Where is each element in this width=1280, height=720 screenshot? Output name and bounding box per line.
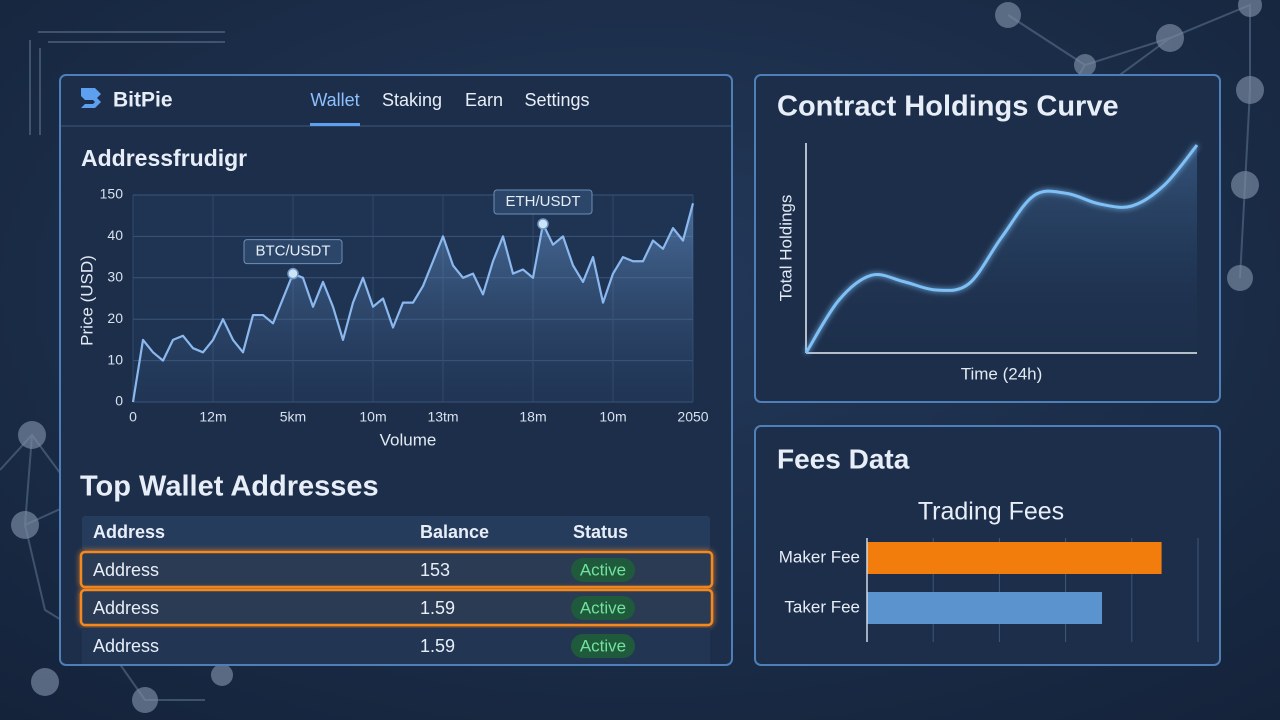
annotation-label: ETH/USDT <box>506 193 581 210</box>
y-tick-label: Taker Fee <box>784 597 860 616</box>
annotation-box <box>493 189 593 215</box>
annotation-box <box>243 239 343 265</box>
table-header-bg <box>82 516 710 550</box>
price-chart-title: Addressfrudigr <box>81 145 247 171</box>
fees-chart-title: Trading Fees <box>918 498 1064 526</box>
holdings-area <box>806 145 1197 353</box>
table-cell: Address <box>93 560 159 580</box>
nav-item[interactable]: Staking <box>382 90 442 110</box>
bar <box>867 542 1162 574</box>
y-tick-label: 150 <box>100 186 124 202</box>
brand-logo <box>81 88 101 108</box>
status-badge: Active <box>580 636 626 655</box>
table-cell: 153 <box>420 560 450 580</box>
x-tick-label: 0 <box>129 409 137 425</box>
annotation-label: BTC/USDT <box>256 243 331 260</box>
nav-active-underline <box>310 123 360 126</box>
nav-item[interactable]: Wallet <box>310 90 359 110</box>
annotation-point <box>287 267 299 280</box>
x-axis-label: Time (24h) <box>961 364 1043 383</box>
annotation-point <box>537 218 549 230</box>
nav-item[interactable]: Settings <box>524 90 589 110</box>
y-tick-label: Maker Fee <box>779 547 860 566</box>
status-badge: Active <box>580 560 626 579</box>
brand-name: BitPie <box>113 89 173 112</box>
nav: Wallet Staking Earn Settings <box>310 90 590 126</box>
status-pill <box>571 558 635 582</box>
fees-section-title: Fees Data <box>777 443 910 474</box>
table-cell: Address <box>93 636 159 656</box>
status-badge: Active <box>580 598 626 617</box>
table-header: Address <box>93 522 165 542</box>
network-nodes <box>11 0 1264 713</box>
holdings-chart-title: Contract Holdings Curve <box>777 91 1119 123</box>
y-axis-label: Total Holdings <box>776 195 795 302</box>
holdings-line <box>804 144 1199 354</box>
table-cell: 1.59 <box>420 598 455 618</box>
x-tick-label: 12m <box>199 409 226 425</box>
x-tick-label: 18m <box>519 409 546 425</box>
x-axis-label: Volume <box>380 430 437 449</box>
table-header: Status <box>573 522 628 542</box>
x-tick-label: 10m <box>599 409 626 425</box>
table-header: Balance <box>420 522 489 542</box>
table-cell: 1.59 <box>420 636 455 656</box>
row-highlight[interactable] <box>79 588 714 627</box>
status-pill <box>571 596 635 620</box>
x-tick-label: 5km <box>280 409 306 425</box>
table-title: Top Wallet Addresses <box>80 471 379 503</box>
x-tick-label: 2050 <box>677 409 708 425</box>
row-highlight[interactable] <box>79 550 714 589</box>
x-tick-label: 10m <box>359 409 386 425</box>
y-tick-label: 30 <box>107 269 123 285</box>
table-cell: Address <box>93 598 159 618</box>
y-tick-label: 20 <box>107 310 123 326</box>
bar <box>867 592 1103 624</box>
y-tick-label: 0 <box>115 393 123 409</box>
status-pill <box>571 634 635 658</box>
nav-item[interactable]: Earn <box>465 90 503 110</box>
x-tick-label: 13tm <box>427 409 458 425</box>
y-tick-label: 10 <box>107 351 123 367</box>
price-line <box>131 202 695 403</box>
y-tick-label: 40 <box>107 227 123 243</box>
y-axis-label: Price (USD) <box>77 255 96 346</box>
